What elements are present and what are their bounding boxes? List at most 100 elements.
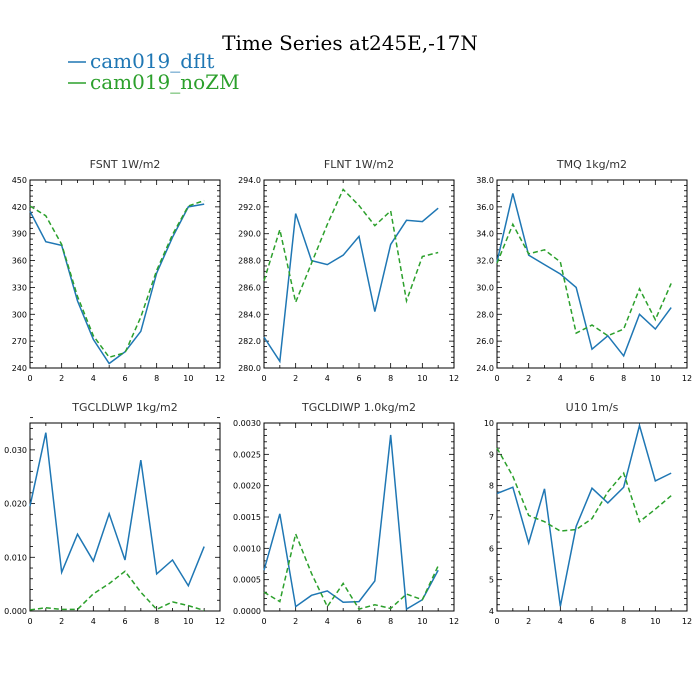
y-tick-label: 0.0025 [233, 450, 261, 459]
x-tick-label: 0 [27, 617, 32, 626]
x-tick-label: 4 [558, 374, 563, 383]
x-tick-label: 8 [621, 617, 626, 626]
y-tick-label: 38.0 [476, 176, 494, 185]
y-tick-label: 300 [12, 310, 27, 319]
y-tick-label: 0.030 [4, 446, 27, 455]
y-tick-label: 288.0 [238, 257, 261, 266]
x-tick-label: 10 [183, 617, 193, 626]
y-tick-label: 4 [489, 607, 494, 616]
panel-title: FLNT 1W/m2 [324, 158, 394, 171]
x-tick-label: 2 [59, 374, 64, 383]
panel-title: TGCLDLWP 1kg/m2 [71, 401, 177, 414]
y-tick-label: 0.0000 [233, 607, 261, 616]
x-tick-label: 12 [215, 374, 225, 383]
series-line-dflt [496, 422, 672, 607]
x-tick-label: 0 [494, 374, 499, 383]
x-tick-label: 8 [154, 617, 159, 626]
series-line-nozm [496, 222, 672, 337]
x-tick-label: 10 [417, 374, 427, 383]
panel-title: U10 1m/s [566, 401, 619, 414]
chart-panel: TGCLDLWP 1kg/m2 0 2 4 6 8 10 12 0.000 0.010 0.020 0… [4, 401, 225, 626]
x-tick-label: 6 [122, 374, 127, 383]
x-tick-label: 2 [526, 374, 531, 383]
x-tick-label: 0 [261, 617, 266, 626]
panel-title: FSNT 1W/m2 [90, 158, 161, 171]
x-tick-label: 0 [494, 617, 499, 626]
plot-frame [263, 179, 455, 369]
x-tick-label: 12 [215, 617, 225, 626]
y-tick-label: 6 [489, 544, 494, 553]
x-tick-label: 12 [682, 374, 692, 383]
series-line-nozm [263, 188, 439, 305]
y-tick-label: 290.0 [238, 230, 261, 239]
y-tick-label: 330 [12, 283, 27, 292]
legend: cam019_dflt cam019_noZM [68, 49, 240, 94]
y-tick-label: 36.0 [476, 203, 494, 212]
x-tick-label: 12 [449, 617, 459, 626]
y-tick-label: 282.0 [238, 337, 261, 346]
x-tick-label: 6 [589, 617, 594, 626]
series-line-nozm [496, 447, 672, 532]
x-tick-label: 4 [325, 617, 330, 626]
chart-panel: TMQ 1kg/m2 0 2 4 6 8 10 12 24.0 26.0 28.0 30.0 32.0 3… [476, 158, 692, 383]
x-tick-label: 6 [356, 374, 361, 383]
x-tick-label: 2 [526, 617, 531, 626]
y-tick-label: 8 [489, 482, 494, 491]
x-tick-label: 2 [293, 374, 298, 383]
x-tick-label: 8 [388, 617, 393, 626]
y-tick-label: 0.000 [4, 607, 27, 616]
legend-label-dflt: cam019_dflt [90, 49, 214, 73]
y-tick-label: 5 [489, 576, 494, 585]
x-tick-label: 4 [325, 374, 330, 383]
x-tick-label: 12 [682, 617, 692, 626]
x-tick-label: 10 [650, 374, 660, 383]
y-tick-label: 280.0 [238, 364, 261, 373]
y-tick-label: 10 [484, 419, 494, 428]
panel-title: TGCLDIWP 1.0kg/m2 [301, 401, 416, 414]
series-line-nozm [263, 531, 439, 610]
plot-frame [496, 422, 688, 612]
plot-frame [496, 179, 688, 369]
chart-panel: U10 1m/s 0 2 4 6 8 10 12 4 5 6 7 8 9 10 [484, 401, 692, 626]
y-tick-label: 360 [12, 257, 27, 266]
y-tick-label: 292.0 [238, 203, 261, 212]
x-tick-label: 0 [261, 374, 266, 383]
x-tick-label: 8 [154, 374, 159, 383]
x-tick-label: 10 [183, 374, 193, 383]
y-tick-label: 34.0 [476, 230, 494, 239]
x-tick-label: 10 [650, 617, 660, 626]
y-tick-label: 26.0 [476, 337, 494, 346]
series-line-nozm [29, 570, 205, 612]
series-line-dflt [263, 434, 439, 611]
plot-frame [263, 422, 455, 612]
y-tick-label: 0.010 [4, 553, 27, 562]
x-tick-label: 4 [91, 617, 96, 626]
x-tick-label: 2 [59, 617, 64, 626]
y-tick-label: 270 [12, 337, 27, 346]
series-line-dflt [263, 207, 439, 364]
series-line-dflt [29, 432, 205, 588]
y-tick-label: 0.0015 [233, 513, 261, 522]
y-tick-label: 30.0 [476, 283, 494, 292]
x-tick-label: 4 [91, 374, 96, 383]
x-tick-label: 6 [122, 617, 127, 626]
chart-panel: FSNT 1W/m2 0 2 4 6 8 10 12 240 270 300 330 360 390 420… [12, 158, 225, 383]
figure-title: Time Series at245E,-17N [222, 31, 478, 55]
y-tick-label: 28.0 [476, 310, 494, 319]
y-tick-label: 7 [489, 513, 494, 522]
plot-frame [29, 422, 221, 612]
plot-frame [29, 179, 221, 369]
chart-panel: FLNT 1W/m2 0 2 4 6 8 10 12 280.0 282.0 284.0 286.0 2… [238, 158, 459, 383]
y-tick-label: 0.0010 [233, 544, 261, 553]
y-tick-label: 284.0 [238, 310, 261, 319]
y-tick-label: 420 [12, 203, 27, 212]
y-tick-label: 240 [12, 364, 27, 373]
y-tick-label: 286.0 [238, 283, 261, 292]
series-line-dflt [496, 193, 672, 358]
chart-panel: TGCLDIWP 1.0kg/m2 0 2 4 6 8 10 12 0.0000 0.0005 0.… [233, 401, 459, 626]
y-tick-label: 450 [12, 176, 27, 185]
x-tick-label: 4 [558, 617, 563, 626]
y-tick-label: 0.020 [4, 500, 27, 509]
panels: FSNT 1W/m20 2 4 6 8 10 12240270300330360390420… [4, 158, 692, 626]
